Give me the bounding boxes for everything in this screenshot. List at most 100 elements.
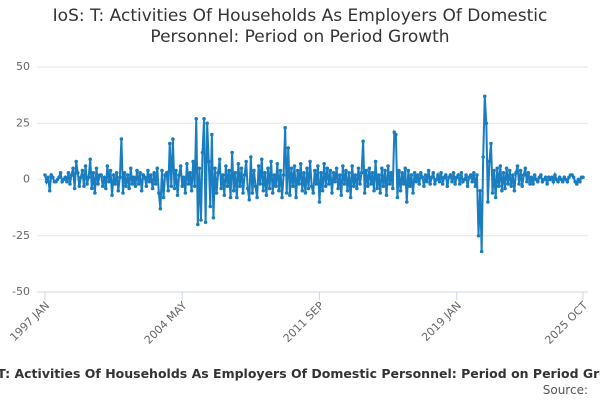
point xyxy=(468,173,473,177)
point xyxy=(146,168,150,173)
point xyxy=(386,164,390,168)
point xyxy=(197,166,202,171)
point xyxy=(181,175,186,180)
point xyxy=(401,182,406,186)
point xyxy=(498,164,503,168)
point xyxy=(333,179,337,184)
point xyxy=(550,175,554,180)
point xyxy=(96,182,100,186)
point xyxy=(409,173,414,177)
point xyxy=(526,170,531,175)
point xyxy=(263,170,267,175)
point xyxy=(303,191,308,195)
point xyxy=(380,166,384,171)
point xyxy=(486,200,490,204)
source: Source: xyxy=(542,383,588,397)
point xyxy=(420,175,425,180)
point xyxy=(111,173,116,177)
point xyxy=(118,175,122,180)
point xyxy=(451,170,456,175)
point xyxy=(143,175,147,180)
point xyxy=(147,179,152,184)
point xyxy=(478,188,482,193)
point xyxy=(169,184,174,189)
point xyxy=(429,175,434,180)
point xyxy=(412,170,417,175)
y-tick-label: 0 xyxy=(23,173,30,186)
point xyxy=(574,182,579,186)
point xyxy=(381,184,386,189)
point xyxy=(249,155,253,159)
point xyxy=(500,188,504,193)
point xyxy=(479,249,484,254)
point xyxy=(267,186,272,191)
point xyxy=(397,168,401,173)
x-tick-label: 2004 MAY xyxy=(142,299,190,347)
point xyxy=(214,191,219,195)
point xyxy=(520,184,524,189)
point xyxy=(192,184,197,189)
point xyxy=(288,193,292,198)
point xyxy=(450,179,454,184)
point xyxy=(125,173,130,177)
point xyxy=(417,182,422,186)
point xyxy=(122,170,127,175)
point xyxy=(426,168,431,173)
point xyxy=(227,168,231,173)
point xyxy=(298,161,303,166)
point xyxy=(175,193,180,198)
point xyxy=(356,166,361,171)
point xyxy=(259,157,264,162)
point xyxy=(394,132,398,137)
point xyxy=(219,186,224,191)
point xyxy=(269,159,273,164)
point xyxy=(395,195,400,200)
point xyxy=(127,186,132,191)
point xyxy=(266,166,270,171)
point xyxy=(476,233,481,238)
point xyxy=(275,161,280,166)
point xyxy=(213,166,217,171)
line xyxy=(44,96,583,252)
point xyxy=(433,182,437,186)
point xyxy=(512,188,517,193)
point xyxy=(88,157,93,162)
point xyxy=(211,215,216,220)
point xyxy=(523,166,528,171)
point xyxy=(470,179,475,184)
point xyxy=(525,179,529,184)
point xyxy=(414,179,418,184)
point xyxy=(336,186,340,191)
point xyxy=(210,132,214,137)
point xyxy=(295,168,300,173)
point xyxy=(327,182,331,186)
point xyxy=(230,150,234,155)
point xyxy=(560,179,565,184)
point xyxy=(205,121,209,126)
point xyxy=(484,121,489,126)
point xyxy=(139,188,144,193)
point xyxy=(110,193,114,198)
point xyxy=(104,186,108,191)
point xyxy=(46,175,50,180)
point xyxy=(124,184,128,189)
point xyxy=(423,173,428,177)
point xyxy=(456,173,461,177)
point xyxy=(108,168,113,173)
point xyxy=(387,182,392,186)
point xyxy=(342,182,347,186)
point xyxy=(114,170,119,175)
point xyxy=(228,195,233,200)
point xyxy=(328,168,333,173)
point xyxy=(69,173,74,177)
point xyxy=(238,184,242,189)
point xyxy=(345,188,350,193)
point xyxy=(167,141,172,146)
point xyxy=(113,182,117,186)
point xyxy=(422,184,426,189)
point xyxy=(439,170,443,175)
point xyxy=(256,164,261,168)
point xyxy=(496,184,501,189)
point xyxy=(153,182,158,186)
